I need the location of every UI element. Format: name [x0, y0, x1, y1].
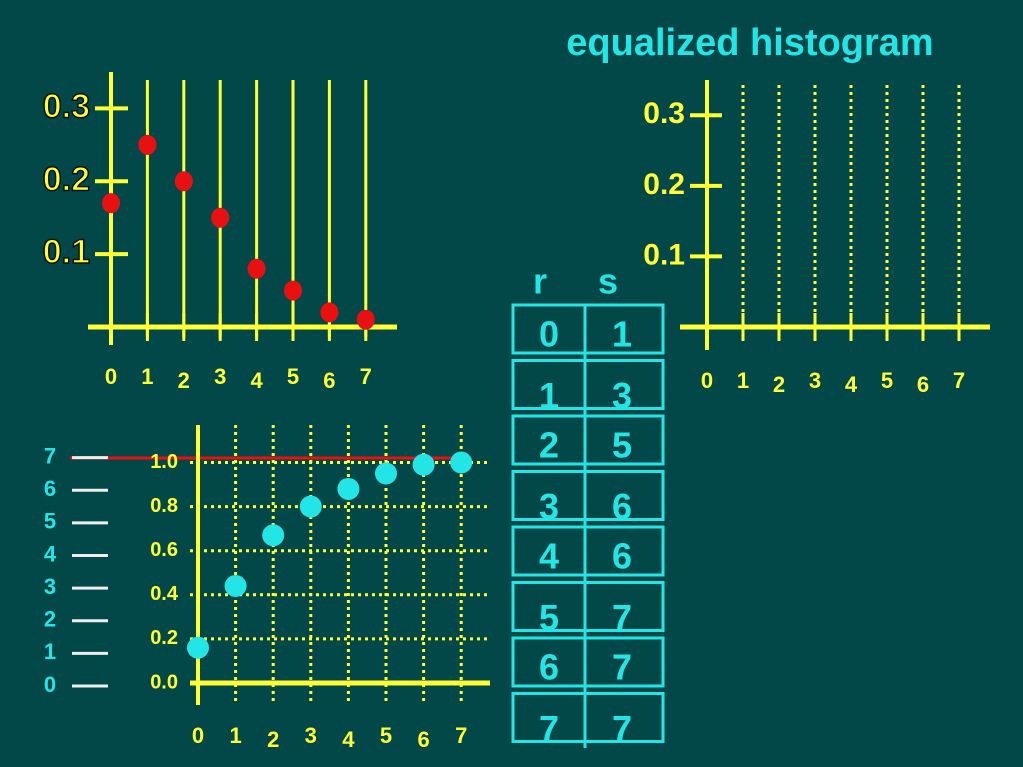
x-tick-label: 1 — [229, 723, 241, 748]
point — [102, 193, 120, 214]
y2-tick-label: 0 — [44, 672, 56, 697]
table-row — [511, 581, 665, 632]
y-tick-label: 0.3 — [643, 97, 685, 130]
x-tick-label: 2 — [267, 727, 279, 752]
table-row — [511, 359, 665, 410]
table-cell: 3 — [539, 486, 559, 527]
table-cell: 7 — [539, 708, 559, 749]
table-row — [511, 636, 665, 688]
x-tick-label: 1 — [141, 364, 153, 389]
point — [247, 258, 266, 279]
point — [224, 574, 247, 597]
point — [450, 451, 473, 474]
x-tick-label: 2 — [178, 368, 190, 393]
lookup-table: r s0 1 1 3 2 5 3 6 4 6 5 7 6 7 7 7 — [511, 261, 665, 749]
y2-tick-label: 5 — [44, 509, 56, 534]
point — [356, 309, 375, 330]
point — [337, 477, 360, 500]
chart-title: equalized histogram — [566, 22, 933, 64]
table-cell: 6 — [612, 486, 632, 527]
table-cell: 6 — [539, 647, 559, 688]
point — [138, 134, 157, 155]
y2-tick-label: 3 — [44, 574, 56, 599]
table-cell: 4 — [539, 536, 559, 577]
x-tick-label: 7 — [455, 723, 467, 748]
x-tick-label: 3 — [214, 364, 226, 389]
point — [320, 302, 339, 323]
x-tick-label: 5 — [380, 723, 392, 748]
table-cell: 5 — [612, 425, 632, 466]
table-row — [511, 692, 665, 743]
point — [187, 636, 209, 659]
table-cell: 6 — [612, 536, 632, 577]
table-row — [511, 414, 665, 466]
point — [375, 462, 397, 485]
table-cell: 2 — [539, 425, 559, 466]
x-tick-label: 4 — [342, 727, 355, 752]
x-tick-label: 7 — [953, 368, 965, 393]
point — [412, 453, 435, 476]
y-tick-label: 0.1 — [43, 233, 90, 271]
table-header: r — [533, 261, 547, 302]
table-cell: 5 — [539, 597, 559, 638]
y-tick-label: 0.6 — [150, 539, 178, 561]
y2-tick-label: 2 — [44, 607, 56, 632]
table-cell: 1 — [612, 314, 632, 355]
x-tick-label: 2 — [773, 372, 785, 397]
x-tick-label: 1 — [737, 368, 749, 393]
table-cell: 7 — [612, 597, 632, 638]
table-row — [511, 525, 665, 577]
table-cell: 7 — [612, 647, 632, 688]
y-tick-label: 0.0 — [150, 671, 178, 693]
table-cell: 7 — [612, 708, 632, 749]
x-tick-label: 4 — [250, 368, 263, 393]
x-tick-label: 0 — [701, 368, 713, 393]
y-tick-label: 0.3 — [43, 87, 90, 125]
x-tick-label: 0 — [105, 364, 117, 389]
y2-tick-label: 1 — [44, 639, 56, 664]
x-tick-label: 5 — [287, 364, 299, 389]
x-tick-label: 6 — [417, 727, 429, 752]
y-tick-label: 1.0 — [150, 451, 178, 473]
x-tick-label: 5 — [881, 368, 893, 393]
y-tick-label: 0.4 — [150, 583, 179, 605]
table-cell: 0 — [539, 314, 559, 355]
y-tick-label: 0.2 — [43, 160, 90, 198]
x-tick-label: 6 — [323, 368, 335, 393]
y-tick-label: 0.8 — [150, 495, 178, 517]
y2-tick-label: 6 — [44, 476, 56, 501]
y-tick-label: 0.2 — [643, 168, 685, 201]
table-cell: 3 — [612, 375, 632, 416]
table-header: s — [598, 261, 618, 302]
point — [284, 280, 302, 301]
point — [262, 524, 285, 547]
x-tick-label: 3 — [305, 723, 317, 748]
y2-tick-label: 4 — [44, 541, 57, 566]
table-cell: 1 — [539, 375, 559, 416]
point — [174, 171, 193, 192]
point — [211, 207, 230, 228]
y-tick-label: 0.1 — [643, 238, 685, 271]
y2-tick-label: 7 — [44, 443, 56, 468]
x-tick-label: 3 — [809, 368, 821, 393]
x-tick-label: 6 — [917, 372, 929, 397]
table-row — [511, 303, 665, 355]
x-tick-label: 0 — [192, 723, 204, 748]
point — [299, 495, 322, 518]
x-tick-label: 4 — [845, 372, 858, 397]
y-tick-label: 0.2 — [150, 627, 178, 649]
x-tick-label: 7 — [360, 364, 372, 389]
table-row — [511, 470, 665, 521]
